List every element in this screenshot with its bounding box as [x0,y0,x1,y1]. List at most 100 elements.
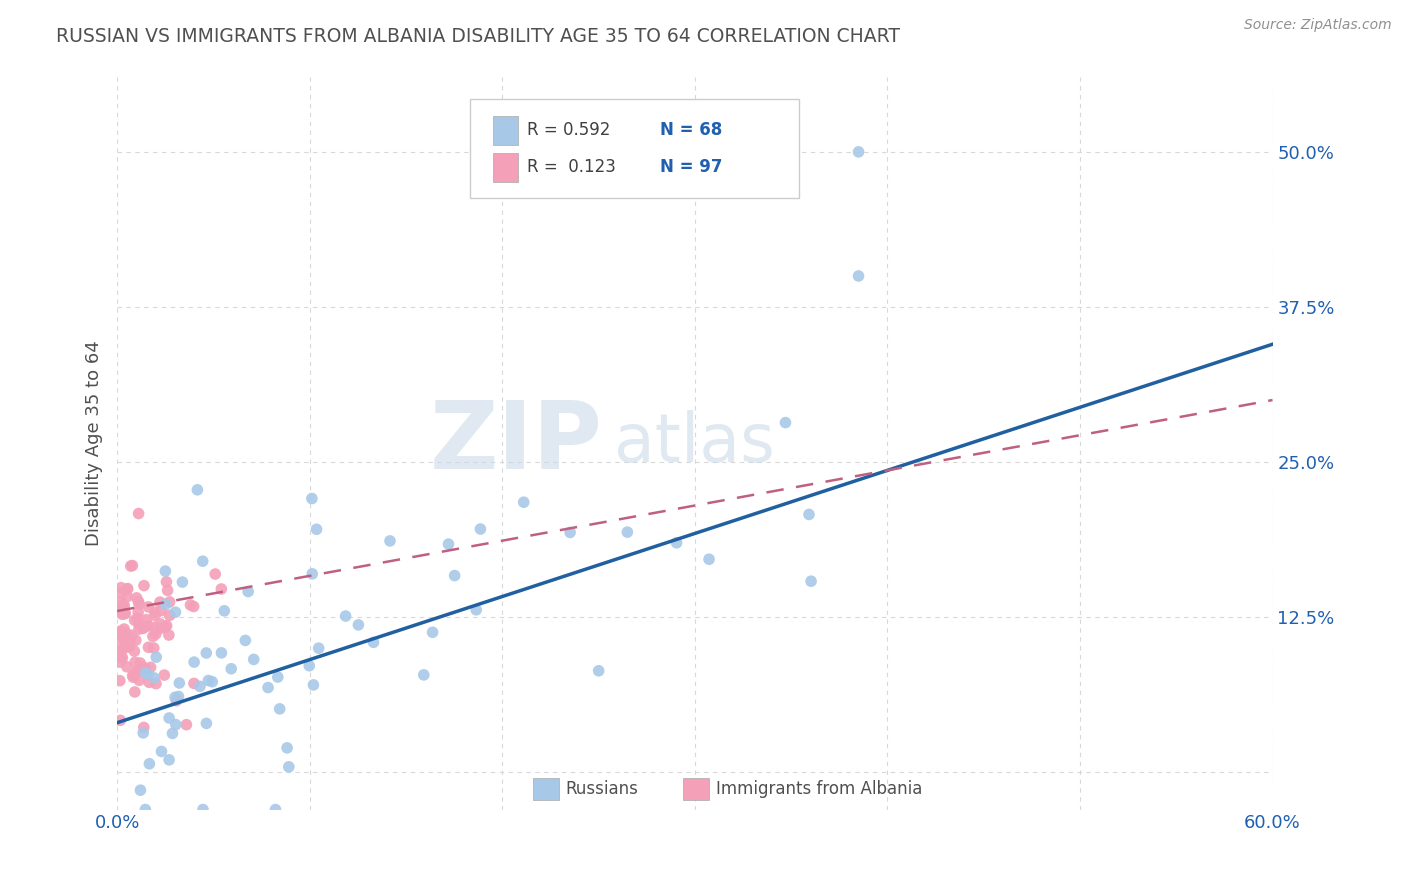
Point [149,622,172,636]
Bar [492,153,517,182]
Bar [533,778,558,800]
Point [143,605,166,619]
Point [800,574,823,589]
Point [110,586,132,600]
Point [120,632,142,647]
Point [308,641,330,656]
Point [108,648,131,663]
Point [443,568,465,582]
Point [233,633,256,648]
Point [118,633,141,648]
Point [775,416,797,430]
Point [204,567,226,582]
Point [277,760,299,774]
Point [347,618,370,632]
Point [165,605,187,619]
Point [136,619,159,633]
Point [172,575,194,590]
Point [155,598,177,612]
Point [157,753,180,767]
Point [132,726,155,740]
Point [219,662,242,676]
Point [115,659,138,673]
Point [162,726,184,740]
Point [114,625,136,640]
Point [201,674,224,689]
Point [117,627,139,641]
Point [121,668,143,682]
Point [125,633,148,648]
Point [169,676,191,690]
Point [118,640,141,654]
Point [124,655,146,669]
Point [209,582,232,596]
Point [142,629,165,643]
Point [145,627,167,641]
Point [115,590,138,604]
Point [110,644,132,658]
Point [155,620,177,634]
Point [128,595,150,609]
Point [167,690,190,704]
Text: Source: ZipAtlas.com: Source: ZipAtlas.com [1244,18,1392,32]
Point [120,559,142,574]
Point [236,584,259,599]
Point [127,605,149,619]
Point [149,616,172,631]
Point [412,668,434,682]
Point [512,495,534,509]
Point [214,604,236,618]
Point [588,664,610,678]
Point [191,803,214,817]
Point [363,635,385,649]
Point [470,522,492,536]
Point [301,566,323,581]
Point [257,681,280,695]
Point [112,599,135,613]
Point [242,652,264,666]
Bar [683,778,709,800]
Point [121,558,143,573]
Point [165,690,187,705]
Point [305,522,328,536]
Point [134,619,156,633]
Point [115,640,138,655]
Point [135,613,157,627]
Point [136,667,159,681]
Point [117,582,139,596]
Point [665,535,688,549]
Point [111,599,134,613]
Point [197,673,219,688]
Point [111,607,134,621]
Point [134,803,156,817]
Point [276,740,298,755]
Point [422,625,444,640]
Point [114,637,136,651]
Point [112,607,135,621]
Point [110,639,132,653]
Point [127,664,149,678]
Point [124,644,146,658]
Point [111,651,134,665]
Point [139,660,162,674]
Point [132,660,155,674]
Point [128,507,150,521]
Point [128,617,150,632]
Text: R = 0.592: R = 0.592 [527,121,610,139]
Point [188,679,211,693]
Point [298,658,321,673]
Point [132,621,155,635]
Y-axis label: Disability Age 35 to 64: Disability Age 35 to 64 [86,341,103,547]
Bar [492,116,517,145]
Point [121,628,143,642]
Point [209,646,232,660]
Point [150,744,173,758]
Point [176,717,198,731]
Point [378,533,401,548]
Point [112,599,135,613]
Point [124,685,146,699]
Point [149,595,172,609]
Point [127,611,149,625]
Point [558,525,581,540]
Point [142,640,165,655]
